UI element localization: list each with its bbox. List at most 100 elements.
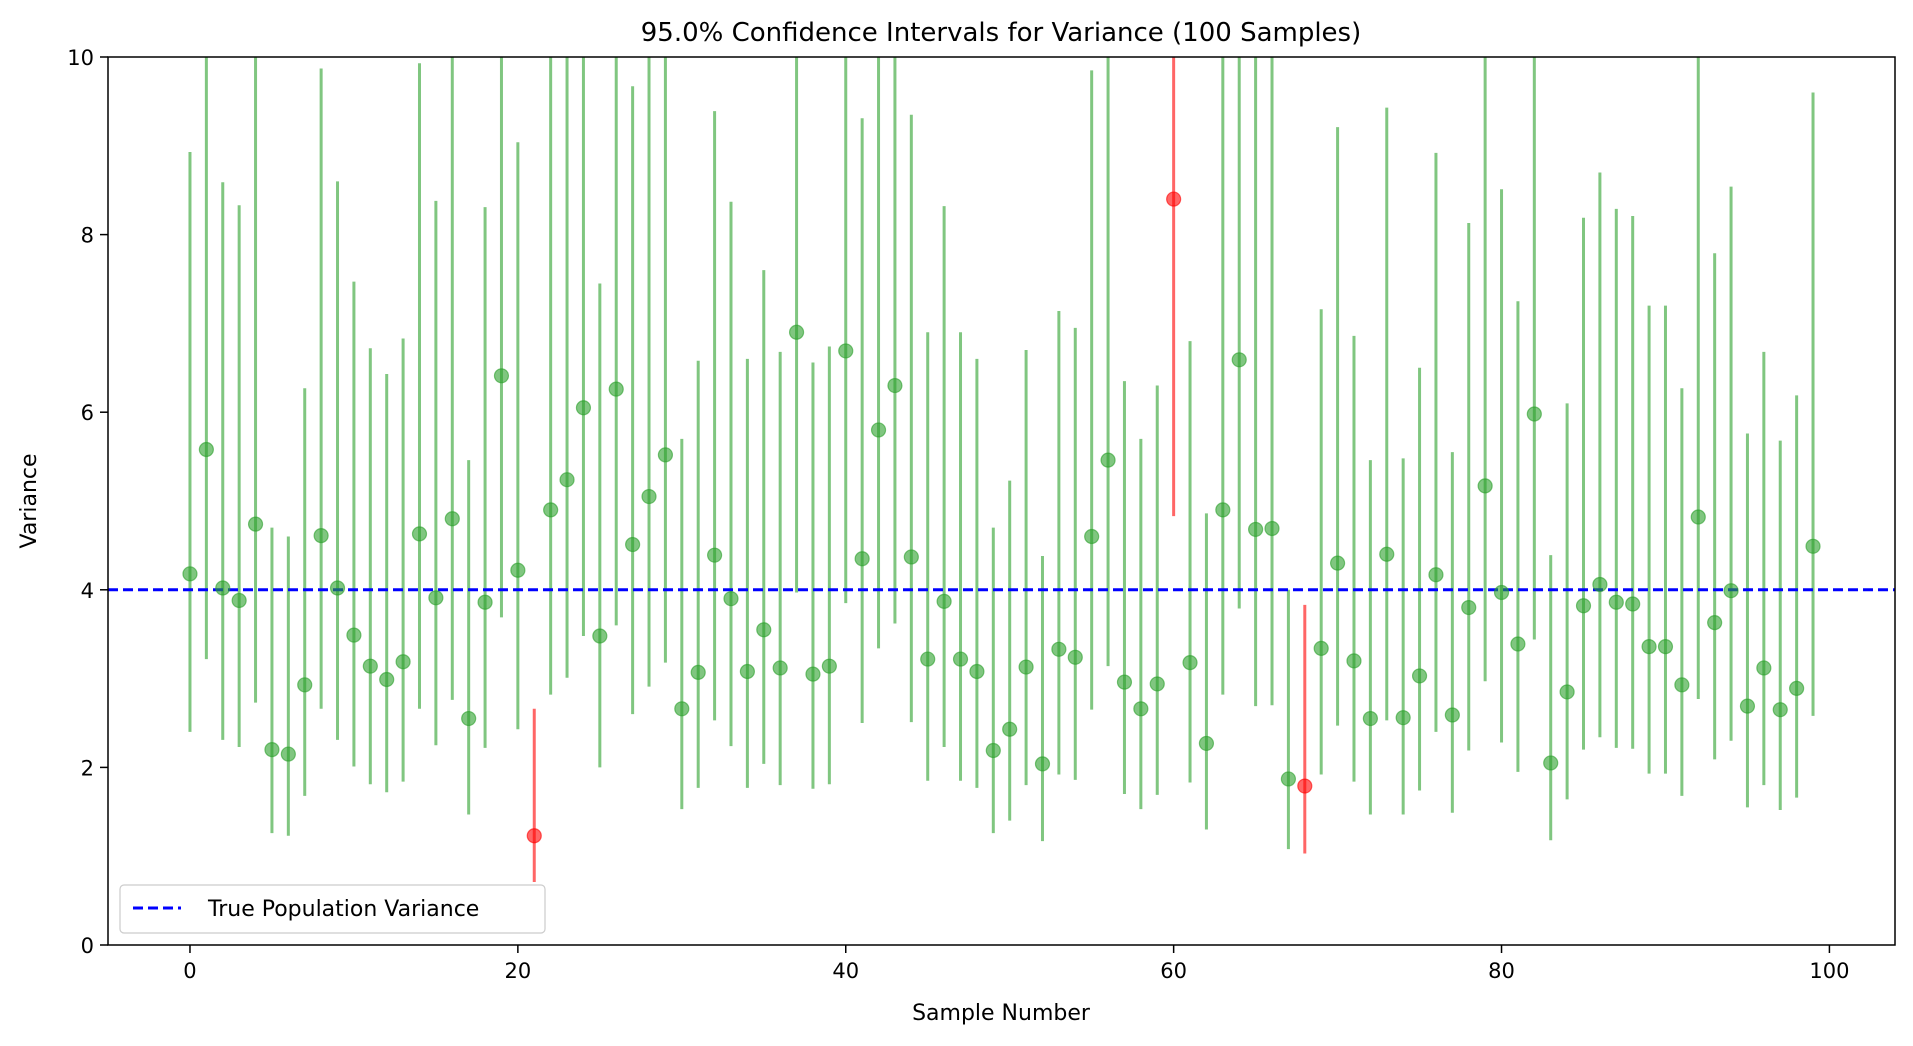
variance-point-93 <box>1707 615 1723 631</box>
variance-point-84 <box>1559 684 1575 700</box>
variance-point-56 <box>1100 452 1116 468</box>
point-layer <box>182 191 1821 844</box>
variance-point-37 <box>788 324 805 340</box>
variance-point-44 <box>903 549 919 565</box>
variance-point-98 <box>1789 680 1805 696</box>
variance-point-28 <box>641 488 657 505</box>
x-tick-label: 0 <box>183 959 196 983</box>
variance-point-75 <box>1411 668 1428 684</box>
legend-label: True Population Variance <box>207 897 479 922</box>
x-tick-label: 40 <box>832 959 859 983</box>
legend-box <box>119 884 546 934</box>
x-tick-label: 60 <box>1160 959 1187 983</box>
variance-point-10 <box>346 627 362 643</box>
variance-point-13 <box>395 654 411 670</box>
variance-point-40 <box>838 343 854 359</box>
variance-point-21 <box>526 828 542 844</box>
variance-point-78 <box>1461 599 1477 616</box>
interval-layer <box>188 57 1815 882</box>
variance-point-96 <box>1756 660 1772 676</box>
y-tick-label: 8 <box>81 224 94 248</box>
y-tick-label: 2 <box>81 756 94 780</box>
variance-point-86 <box>1592 576 1608 593</box>
variance-point-59 <box>1149 676 1165 692</box>
variance-point-33 <box>723 591 739 607</box>
chart-title: 95.0% Confidence Intervals for Variance … <box>641 18 1362 48</box>
variance-point-71 <box>1346 653 1362 669</box>
variance-point-23 <box>559 472 575 488</box>
variance-point-7 <box>297 677 313 693</box>
variance-point-16 <box>444 511 460 527</box>
variance-point-69 <box>1313 640 1329 657</box>
variance-point-53 <box>1051 641 1067 657</box>
variance-point-65 <box>1248 521 1264 538</box>
variance-point-72 <box>1362 710 1378 727</box>
variance-point-47 <box>952 651 969 667</box>
x-tick-label: 20 <box>504 959 531 983</box>
variance-point-63 <box>1215 502 1231 518</box>
variance-point-9 <box>329 580 346 596</box>
variance-point-99 <box>1805 538 1821 554</box>
variance-point-68 <box>1297 778 1313 794</box>
variance-point-50 <box>1002 721 1018 737</box>
variance-point-5 <box>264 742 280 758</box>
variance-point-30 <box>674 701 690 717</box>
variance-point-19 <box>493 368 510 384</box>
variance-point-88 <box>1625 596 1641 612</box>
variance-point-95 <box>1739 698 1756 714</box>
y-axis-label: Variance <box>17 453 42 548</box>
variance-point-8 <box>313 528 329 544</box>
variance-point-52 <box>1034 756 1051 772</box>
variance-point-2 <box>215 580 231 596</box>
variance-point-89 <box>1641 639 1657 655</box>
variance-point-32 <box>706 547 723 563</box>
variance-point-62 <box>1198 735 1215 752</box>
variance-point-20 <box>510 562 526 578</box>
variance-point-18 <box>477 594 493 610</box>
x-tick-label: 100 <box>1809 959 1849 983</box>
variance-point-42 <box>870 422 887 438</box>
variance-point-54 <box>1067 649 1083 665</box>
x-axis-ticks: 0 20 40 60 80 100 <box>183 945 1849 983</box>
variance-point-97 <box>1772 702 1788 718</box>
y-tick-label: 6 <box>81 401 94 425</box>
variance-point-12 <box>379 671 395 688</box>
variance-point-80 <box>1493 584 1510 601</box>
variance-point-55 <box>1084 528 1100 545</box>
x-axis-label: Sample Number <box>912 1001 1091 1026</box>
y-tick-label: 0 <box>81 934 94 958</box>
variance-point-91 <box>1674 677 1690 693</box>
variance-point-6 <box>280 746 296 762</box>
variance-point-77 <box>1444 707 1460 723</box>
variance-point-14 <box>411 526 428 542</box>
variance-point-15 <box>428 590 444 606</box>
variance-point-25 <box>592 628 608 644</box>
variance-point-41 <box>854 551 870 567</box>
variance-point-87 <box>1608 594 1624 610</box>
variance-point-49 <box>985 742 1001 759</box>
variance-point-76 <box>1428 567 1444 583</box>
variance-point-4 <box>247 516 264 532</box>
variance-point-58 <box>1133 701 1149 717</box>
variance-point-81 <box>1510 636 1526 652</box>
variance-point-51 <box>1018 659 1034 675</box>
variance-point-27 <box>625 536 641 553</box>
variance-point-83 <box>1543 755 1559 771</box>
variance-point-48 <box>969 663 985 680</box>
variance-point-85 <box>1575 598 1592 614</box>
variance-point-3 <box>231 592 247 609</box>
variance-point-35 <box>756 622 772 638</box>
variance-point-90 <box>1657 639 1674 655</box>
variance-point-0 <box>182 566 198 582</box>
variance-point-82 <box>1526 406 1542 422</box>
variance-point-1 <box>198 441 214 458</box>
variance-point-31 <box>690 664 706 680</box>
variance-point-22 <box>543 502 559 518</box>
variance-point-64 <box>1231 352 1247 368</box>
variance-point-67 <box>1280 771 1297 787</box>
plot-frame <box>107 56 1896 946</box>
variance-point-94 <box>1723 583 1739 599</box>
variance-point-43 <box>887 377 903 394</box>
